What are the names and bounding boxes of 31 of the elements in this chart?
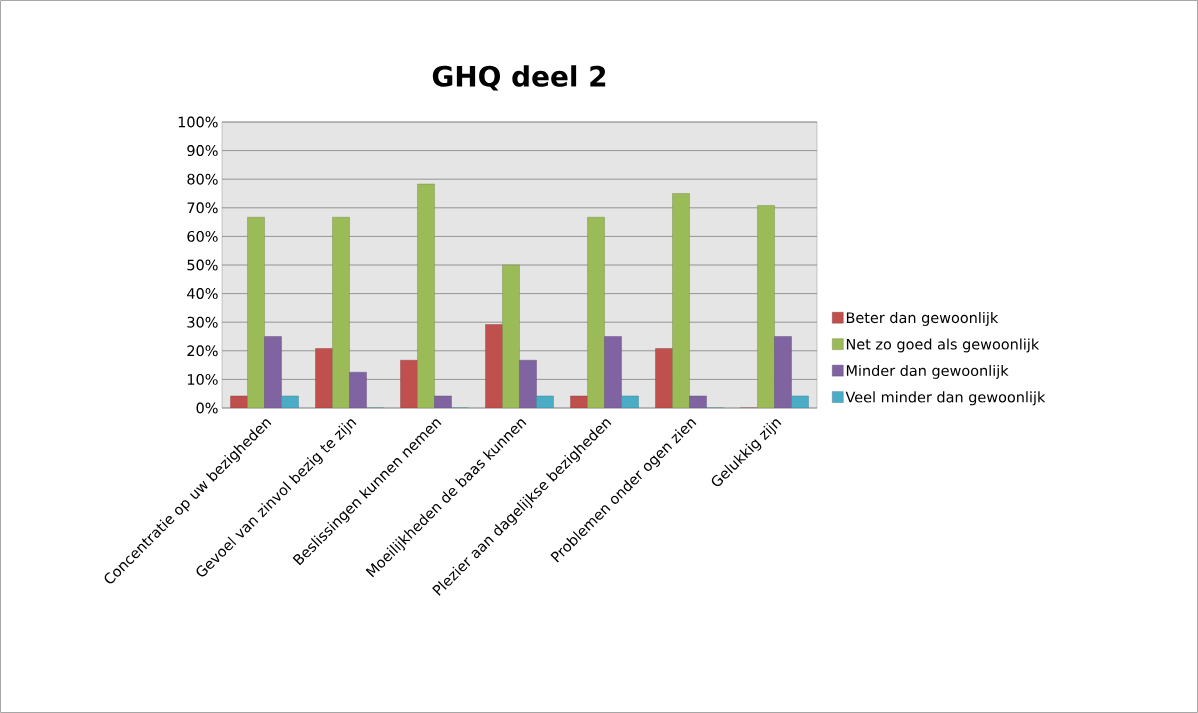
bar [485,324,503,408]
bar [400,360,418,408]
bar [655,348,673,408]
y-tick-label: 70% [187,202,218,214]
bar [332,217,350,408]
bar [519,360,537,408]
legend-label: Veel minder dan gewoonlijk [845,391,1046,406]
bar [774,336,792,408]
y-tick-label: 90% [187,145,218,157]
bar [587,217,605,408]
legend-label: Minder dan gewoonlijk [846,364,1009,379]
y-tick-label: 100% [178,116,218,128]
bar [264,336,282,408]
y-tick-label: 60% [187,230,218,242]
y-tick-label: 40% [187,288,218,300]
y-tick-label: 10% [187,373,218,385]
bar [757,205,775,408]
legend-label: Net zo goed als gewoonlijk [846,338,1040,353]
y-tick-label: 20% [187,345,218,357]
bar [315,348,333,408]
y-tick-label: 50% [187,259,218,271]
y-tick-label: 0% [196,402,218,414]
bar [604,336,622,408]
legend-label: Beter dan gewoonlijk [846,311,999,326]
y-tick-label: 80% [187,173,218,185]
chart-title: GHQ deel 2 [432,65,606,91]
bar [502,264,520,408]
bar [417,183,435,408]
bar [247,217,265,408]
y-tick-label: 30% [187,316,218,328]
bar [672,193,690,408]
